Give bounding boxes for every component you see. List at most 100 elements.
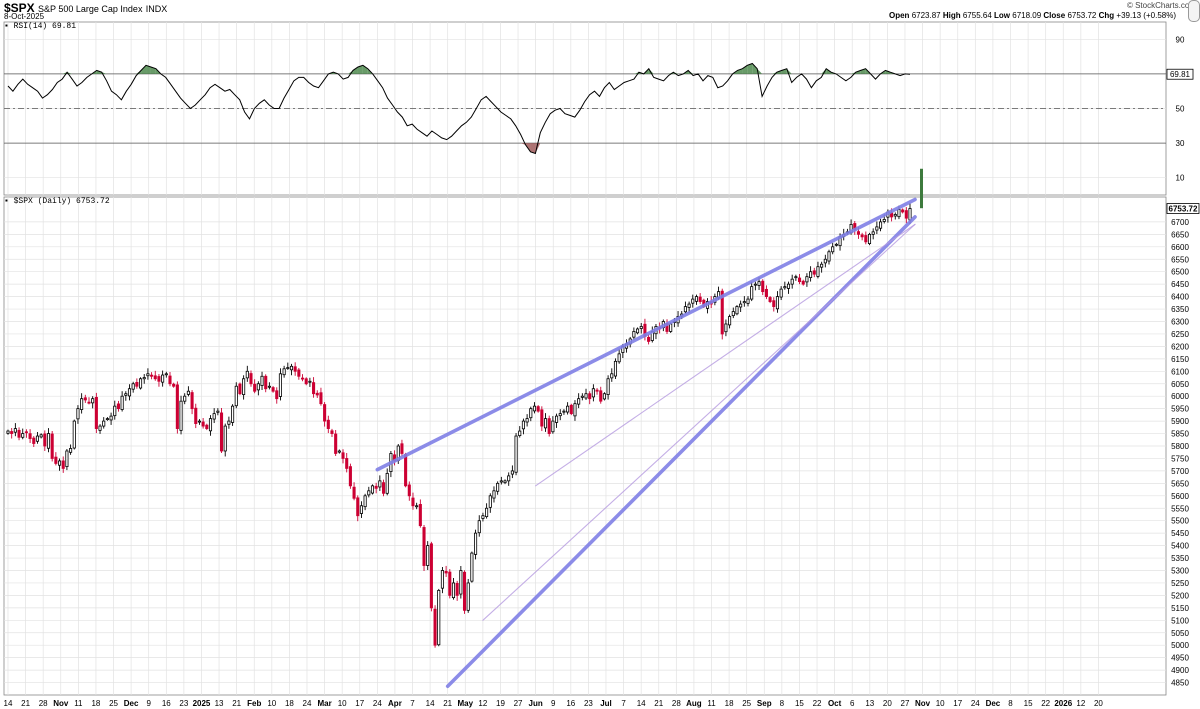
candle-body bbox=[69, 448, 73, 453]
x-tick-label: 2026 bbox=[1054, 699, 1072, 708]
candle-body bbox=[190, 392, 194, 410]
price-tick-label: 5400 bbox=[1171, 542, 1189, 551]
x-tick-label: 18 bbox=[285, 699, 294, 708]
candle-body bbox=[606, 378, 610, 396]
rsi-overbought-shade bbox=[737, 68, 743, 74]
candle-body bbox=[146, 373, 150, 377]
rsi-legend-swatch: ▪ bbox=[4, 22, 9, 31]
candle-body bbox=[540, 409, 544, 427]
candle-body bbox=[94, 396, 98, 429]
x-tick-label: 25 bbox=[742, 699, 751, 708]
candle-body bbox=[330, 430, 334, 434]
candle-body bbox=[267, 385, 271, 388]
price-tick-label: 5850 bbox=[1171, 430, 1189, 439]
candle-body bbox=[720, 290, 724, 335]
candle-body bbox=[448, 571, 452, 596]
rsi-oversold-shade bbox=[530, 143, 536, 154]
candle-body bbox=[816, 266, 820, 277]
candle-body bbox=[764, 288, 768, 297]
candle-body bbox=[312, 382, 316, 395]
candle-body bbox=[904, 210, 908, 219]
price-tick-label: 5050 bbox=[1171, 629, 1189, 638]
candle-body bbox=[610, 373, 614, 379]
candle-body bbox=[150, 374, 154, 377]
candle-body bbox=[249, 373, 253, 385]
x-tick-label: Aug bbox=[686, 699, 702, 708]
x-tick-label: 21 bbox=[443, 699, 452, 708]
candle-body bbox=[485, 507, 489, 518]
candle-body bbox=[492, 490, 496, 499]
price-tick-label: 5250 bbox=[1171, 579, 1189, 588]
x-tick-label: 10 bbox=[338, 699, 347, 708]
candle-body bbox=[801, 280, 805, 285]
price-tick-label: 5200 bbox=[1171, 591, 1189, 600]
candle-body bbox=[566, 405, 570, 413]
candle-body bbox=[809, 271, 813, 278]
x-tick-label: 15 bbox=[795, 699, 804, 708]
candle-body bbox=[488, 495, 492, 508]
candle-body bbox=[234, 385, 238, 407]
candle-body bbox=[264, 375, 268, 390]
candle-body bbox=[271, 387, 275, 392]
x-tick-label: 7 bbox=[621, 699, 626, 708]
candle-body bbox=[179, 400, 183, 431]
candle-body bbox=[805, 276, 809, 283]
rsi-last-value-tag bbox=[1166, 68, 1194, 80]
candle-body bbox=[536, 406, 540, 412]
x-tick-label: Dec bbox=[124, 699, 139, 708]
trendline-thin bbox=[482, 223, 916, 621]
candle-body bbox=[908, 208, 912, 221]
x-tick-label: Oct bbox=[828, 699, 842, 708]
chart-date: 8-Oct-2025 bbox=[4, 12, 45, 21]
x-tick-label: 7 bbox=[410, 699, 415, 708]
symbol-description: S&P 500 Large Cap Index bbox=[38, 4, 143, 14]
candle-body bbox=[775, 296, 780, 310]
price-legend-swatch: ▪ bbox=[4, 197, 9, 206]
candle-body bbox=[547, 418, 551, 434]
x-tick-label: May bbox=[458, 699, 474, 708]
x-tick-label: 12 bbox=[1076, 699, 1085, 708]
candle-body bbox=[28, 433, 32, 439]
x-tick-label: 8 bbox=[1008, 699, 1013, 708]
candle-body bbox=[348, 466, 352, 487]
candle-body bbox=[378, 480, 382, 488]
candle-body bbox=[238, 383, 242, 395]
candle-body bbox=[253, 383, 257, 392]
candle-body bbox=[400, 443, 404, 454]
rsi-overbought-shade bbox=[362, 65, 368, 74]
candle-body bbox=[98, 425, 102, 431]
candle-body bbox=[462, 571, 467, 611]
candle-body bbox=[580, 395, 584, 398]
chg-value: +39.13 (+0.58%) bbox=[1116, 11, 1176, 20]
candle-body bbox=[105, 418, 109, 421]
low-label: Low bbox=[994, 11, 1011, 20]
candle-body bbox=[875, 226, 879, 231]
x-tick-label: Dec bbox=[986, 699, 1001, 708]
candle-body bbox=[691, 298, 695, 304]
candle-body bbox=[32, 437, 36, 444]
candle-body bbox=[735, 306, 739, 315]
x-tick-label: 17 bbox=[953, 699, 962, 708]
x-tick-label: 24 bbox=[373, 699, 382, 708]
candle-body bbox=[363, 495, 367, 508]
price-tick-label: 6000 bbox=[1171, 392, 1189, 401]
candle-body bbox=[370, 485, 375, 494]
price-tick-label: 6650 bbox=[1171, 230, 1189, 239]
rsi-overbought-shade bbox=[757, 68, 763, 74]
candle-body bbox=[474, 532, 478, 555]
candle-body bbox=[231, 405, 235, 423]
candle-body bbox=[359, 505, 363, 514]
price-tick-label: 5750 bbox=[1171, 454, 1189, 463]
candle-body bbox=[433, 608, 437, 646]
candle-body bbox=[786, 283, 791, 289]
price-tick-label: 6200 bbox=[1171, 342, 1189, 351]
scroll-handle[interactable] bbox=[1188, 0, 1200, 22]
chg-label: Chg bbox=[1098, 11, 1115, 20]
candle-body bbox=[415, 505, 419, 508]
price-tick-label: 6250 bbox=[1171, 330, 1189, 339]
candle-body bbox=[17, 429, 21, 438]
candle-body bbox=[131, 383, 135, 390]
candle-body bbox=[893, 214, 897, 217]
candle-body bbox=[334, 433, 338, 454]
close-value: 6753.72 bbox=[1067, 11, 1097, 20]
